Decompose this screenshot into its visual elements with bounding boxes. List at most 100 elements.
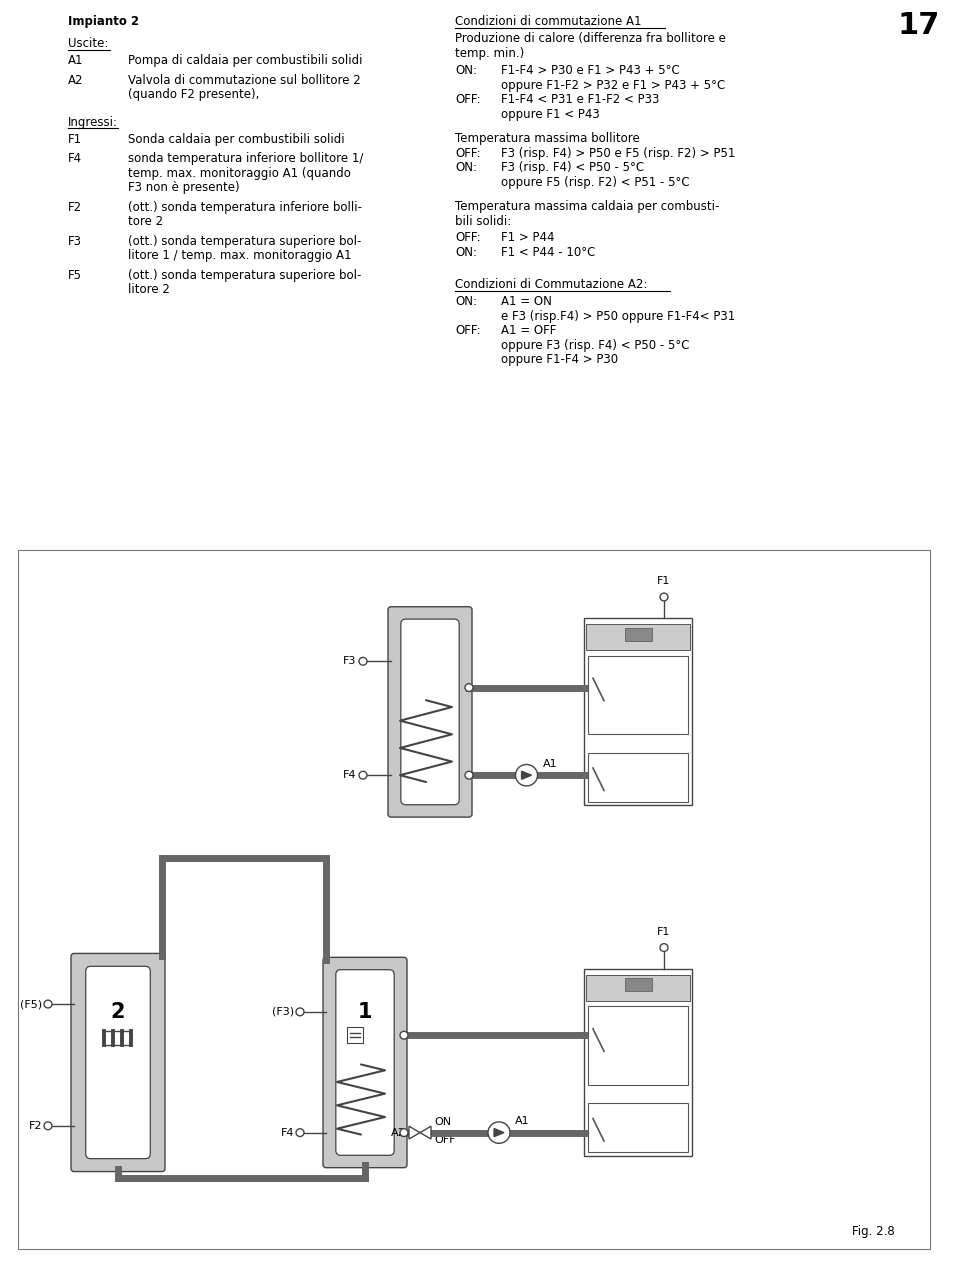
- Text: F5: F5: [68, 269, 82, 281]
- Text: A1 = ON: A1 = ON: [501, 295, 552, 308]
- Text: F3 (risp. F4) > P50 e F5 (risp. F2) > P51: F3 (risp. F4) > P50 e F5 (risp. F2) > P5…: [501, 147, 735, 160]
- FancyBboxPatch shape: [85, 967, 151, 1158]
- Text: Impianto 2: Impianto 2: [68, 15, 139, 28]
- Text: F2: F2: [68, 200, 83, 214]
- Text: 17: 17: [898, 11, 940, 41]
- FancyBboxPatch shape: [401, 620, 459, 805]
- FancyBboxPatch shape: [388, 607, 472, 817]
- Polygon shape: [494, 1129, 504, 1136]
- Bar: [347, 1028, 363, 1043]
- Text: (ott.) sonda temperatura superiore bol-: (ott.) sonda temperatura superiore bol-: [128, 234, 361, 247]
- Text: (ott.) sonda temperatura inferiore bolli-: (ott.) sonda temperatura inferiore bolli…: [128, 200, 362, 214]
- Circle shape: [400, 1129, 408, 1136]
- Text: (quando F2 presente),: (quando F2 presente),: [128, 87, 259, 101]
- Text: A1: A1: [542, 759, 557, 769]
- Text: temp. max. monitoraggio A1 (quando: temp. max. monitoraggio A1 (quando: [128, 166, 350, 180]
- Circle shape: [359, 772, 367, 779]
- FancyBboxPatch shape: [71, 954, 165, 1172]
- Bar: [588, 1006, 688, 1085]
- Text: Temperatura massima caldaia per combusti-: Temperatura massima caldaia per combusti…: [455, 200, 719, 213]
- Bar: [588, 753, 688, 802]
- Text: F4: F4: [343, 770, 356, 780]
- Text: A1 = OFF: A1 = OFF: [501, 324, 557, 337]
- Text: (ott.) sonda temperatura superiore bol-: (ott.) sonda temperatura superiore bol-: [128, 269, 361, 281]
- Bar: [586, 625, 690, 650]
- Bar: [584, 618, 692, 806]
- Circle shape: [660, 944, 668, 952]
- Bar: [584, 969, 692, 1156]
- Bar: [625, 627, 652, 641]
- Text: OFF: OFF: [434, 1135, 455, 1145]
- Text: Ingressi:: Ingressi:: [68, 115, 118, 128]
- Circle shape: [296, 1129, 304, 1136]
- Text: F1-F4 > P30 e F1 > P43 + 5°C: F1-F4 > P30 e F1 > P43 + 5°C: [501, 65, 680, 77]
- Text: F3: F3: [343, 656, 356, 666]
- Circle shape: [296, 1009, 304, 1016]
- Text: A1: A1: [68, 54, 84, 67]
- Text: ON:: ON:: [455, 246, 477, 258]
- Text: A2: A2: [68, 73, 84, 86]
- Text: F3: F3: [68, 234, 82, 247]
- Text: OFF:: OFF:: [455, 324, 481, 337]
- Circle shape: [44, 1121, 52, 1130]
- Text: 1: 1: [358, 1002, 372, 1022]
- Circle shape: [359, 658, 367, 665]
- Text: Valvola di commutazione sul bollitore 2: Valvola di commutazione sul bollitore 2: [128, 73, 361, 86]
- Text: F1: F1: [658, 576, 671, 587]
- Polygon shape: [521, 772, 532, 779]
- Text: Sonda caldaia per combustibili solidi: Sonda caldaia per combustibili solidi: [128, 133, 345, 146]
- Bar: [625, 978, 652, 992]
- Text: temp. min.): temp. min.): [455, 47, 524, 60]
- Circle shape: [488, 1121, 510, 1143]
- Text: A1: A1: [515, 1116, 530, 1126]
- Text: (F3): (F3): [272, 1007, 294, 1017]
- Text: A2: A2: [392, 1128, 406, 1138]
- Text: oppure F1-F4 > P30: oppure F1-F4 > P30: [501, 353, 618, 366]
- Circle shape: [44, 1000, 52, 1009]
- FancyBboxPatch shape: [323, 958, 407, 1168]
- Text: Temperatura massima bollitore: Temperatura massima bollitore: [455, 132, 639, 144]
- Text: F1-F4 < P31 e F1-F2 < P33: F1-F4 < P31 e F1-F2 < P33: [501, 92, 660, 106]
- Text: ON:: ON:: [455, 295, 477, 308]
- Text: F3 (risp. F4) < P50 - 5°C: F3 (risp. F4) < P50 - 5°C: [501, 161, 644, 174]
- Circle shape: [660, 593, 668, 601]
- Text: oppure F5 (risp. F2) < P51 - 5°C: oppure F5 (risp. F2) < P51 - 5°C: [501, 176, 689, 189]
- Text: F1: F1: [658, 927, 671, 938]
- Polygon shape: [409, 1126, 420, 1139]
- Text: Condizioni di Commutazione A2:: Condizioni di Commutazione A2:: [455, 277, 647, 291]
- Text: Produzione di calore (differenza fra bollitore e: Produzione di calore (differenza fra bol…: [455, 32, 726, 46]
- Text: tore 2: tore 2: [128, 215, 163, 228]
- Polygon shape: [420, 1126, 431, 1139]
- Circle shape: [516, 764, 538, 786]
- Text: e F3 (risp.F4) > P50 oppure F1-F4< P31: e F3 (risp.F4) > P50 oppure F1-F4< P31: [501, 309, 735, 323]
- Text: ON:: ON:: [455, 65, 477, 77]
- Text: Condizioni di commutazione A1: Condizioni di commutazione A1: [455, 15, 641, 28]
- Text: OFF:: OFF:: [455, 231, 481, 245]
- Text: F2: F2: [29, 1121, 42, 1130]
- Text: litore 2: litore 2: [128, 283, 170, 296]
- Text: oppure F1 < P43: oppure F1 < P43: [501, 108, 600, 120]
- Text: bili solidi:: bili solidi:: [455, 214, 512, 228]
- Text: ON: ON: [434, 1117, 451, 1126]
- Bar: [586, 974, 690, 1001]
- Text: sonda temperatura inferiore bollitore 1/: sonda temperatura inferiore bollitore 1/: [128, 152, 364, 165]
- Bar: [588, 656, 688, 735]
- Circle shape: [465, 684, 473, 692]
- Text: Fig. 2.8: Fig. 2.8: [852, 1225, 895, 1238]
- Text: F1: F1: [68, 133, 83, 146]
- Text: OFF:: OFF:: [455, 147, 481, 160]
- Bar: [588, 1104, 688, 1152]
- Text: oppure F1-F2 > P32 e F1 > P43 + 5°C: oppure F1-F2 > P32 e F1 > P43 + 5°C: [501, 79, 725, 91]
- Text: 2: 2: [110, 1002, 125, 1022]
- Text: oppure F3 (risp. F4) < P50 - 5°C: oppure F3 (risp. F4) < P50 - 5°C: [501, 338, 689, 351]
- Circle shape: [400, 1031, 408, 1039]
- Text: F4: F4: [68, 152, 83, 165]
- Text: (F5): (F5): [20, 1000, 42, 1009]
- Text: F3 non è presente): F3 non è presente): [128, 181, 240, 194]
- Text: F1 < P44 - 10°C: F1 < P44 - 10°C: [501, 246, 595, 258]
- FancyBboxPatch shape: [336, 969, 395, 1156]
- Text: F1 > P44: F1 > P44: [501, 231, 555, 245]
- Text: F4: F4: [280, 1128, 294, 1138]
- Text: Uscite:: Uscite:: [68, 37, 108, 49]
- Text: Pompa di caldaia per combustibili solidi: Pompa di caldaia per combustibili solidi: [128, 54, 363, 67]
